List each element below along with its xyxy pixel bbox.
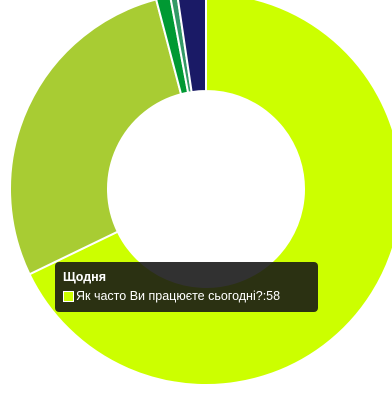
tooltip-value: 58 xyxy=(266,289,281,303)
tooltip-title: Щодня xyxy=(63,270,106,284)
tooltip-row: Як часто Ви працюєте сьогодні?: 58 xyxy=(63,289,310,304)
tooltip-separator: : xyxy=(262,289,267,303)
tooltip-series-label: Як часто Ви працюєте сьогодні? xyxy=(76,289,263,303)
donut-slice-5[interactable] xyxy=(177,0,207,94)
tooltip-swatch xyxy=(63,291,74,302)
chart-tooltip: Щодня Як часто Ви працюєте сьогодні?: 58 xyxy=(55,262,318,312)
donut-slice-2[interactable] xyxy=(9,0,183,276)
